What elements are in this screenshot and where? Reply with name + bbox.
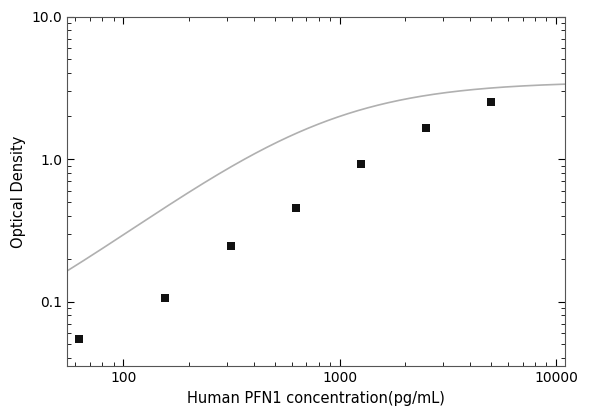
Point [160, 294, 170, 301]
X-axis label: Human PFN1 concentration(pg/mL): Human PFN1 concentration(pg/mL) [187, 391, 445, 406]
Y-axis label: Optical Density: Optical Density [11, 136, 26, 248]
Point [74, 335, 84, 342]
Point [291, 205, 300, 212]
Point [226, 243, 235, 249]
Point [356, 161, 366, 168]
Point [486, 99, 496, 106]
Point [421, 125, 431, 131]
